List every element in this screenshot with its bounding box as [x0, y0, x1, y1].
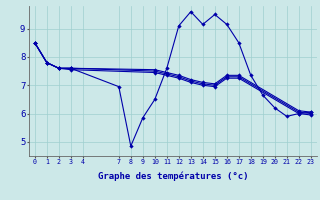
X-axis label: Graphe des températures (°c): Graphe des températures (°c)	[98, 171, 248, 181]
